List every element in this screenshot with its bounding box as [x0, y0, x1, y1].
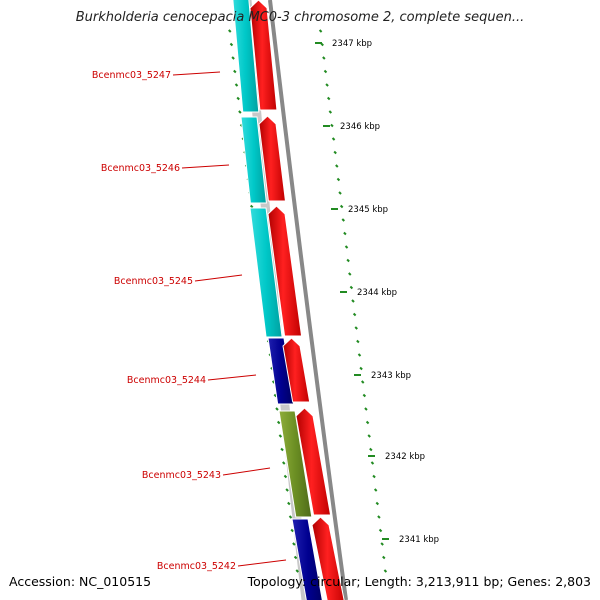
- tick-mark: [364, 407, 368, 411]
- tick-mark: [236, 96, 240, 101]
- tick-mark: [362, 393, 367, 398]
- accession-text: Accession: NC_010515: [9, 574, 152, 589]
- tick-mark: [231, 56, 235, 60]
- tick-mark: [375, 501, 380, 506]
- forward-cds-feature: [258, 115, 287, 202]
- tick-mark: [234, 83, 239, 87]
- tick-mark: [318, 29, 323, 33]
- kbp-label: 2347 kbp: [332, 39, 372, 49]
- gene-label-leader: [222, 467, 271, 476]
- tick-mark: [343, 231, 347, 236]
- tick-mark: [373, 488, 378, 492]
- kbp-label: 2344 kbp: [357, 288, 397, 298]
- tick-mark: [359, 366, 363, 371]
- tick-mark: [383, 569, 388, 573]
- tick-mark: [377, 515, 381, 519]
- tick-mark: [249, 204, 254, 209]
- tick-mark: [273, 393, 278, 398]
- tick-mark: [276, 420, 281, 425]
- tick-mark: [352, 312, 357, 317]
- tick-mark: [335, 164, 339, 168]
- gene-label-leader: [237, 559, 287, 567]
- tick-mark: [369, 447, 373, 452]
- map-title: Burkholderia cenocepacia MC0-3 chromosom…: [75, 10, 525, 25]
- forward-cds-feature: [282, 337, 311, 403]
- reverse-cds-feature: [291, 518, 323, 600]
- gene-label: Bcenmc03_5245: [114, 276, 193, 287]
- tick-mark: [229, 42, 234, 47]
- gene-label-leader: [194, 274, 243, 282]
- tick-mark: [365, 420, 370, 425]
- tick-mark: [351, 299, 355, 303]
- tick-mark: [378, 528, 383, 533]
- gene-label: Bcenmc03_5242: [157, 561, 236, 572]
- tick-mark: [293, 555, 298, 560]
- tick-mark: [349, 285, 354, 290]
- backbone-outer: [268, 0, 348, 600]
- tick-mark: [341, 218, 345, 222]
- tick-mark: [357, 353, 362, 357]
- tick-mark: [333, 150, 337, 155]
- tick-mark: [331, 137, 336, 141]
- tick-mark: [336, 177, 341, 182]
- tick-mark: [295, 569, 299, 573]
- forward-cds-feature: [311, 516, 345, 600]
- tick-mark: [348, 272, 352, 276]
- tick-mark: [346, 258, 350, 263]
- tick-mark: [356, 339, 360, 344]
- tick-mark: [370, 461, 375, 465]
- tick-mark: [285, 488, 289, 492]
- tick-mark: [323, 69, 328, 74]
- gene-label-leader: [207, 374, 257, 381]
- forward-cds-feature: [295, 407, 332, 516]
- tick-mark: [283, 474, 288, 479]
- tick-mark: [325, 83, 329, 87]
- gene-label: Bcenmc03_5244: [127, 375, 206, 386]
- tick-mark: [282, 461, 286, 465]
- tick-mark: [238, 110, 242, 114]
- tick-mark: [380, 542, 384, 546]
- gene-label: Bcenmc03_5243: [142, 470, 221, 481]
- topology-text: Topology: circular; Length: 3,213,911 bp…: [247, 574, 591, 589]
- tick-mark: [367, 434, 371, 438]
- gene-label-leader: [172, 71, 221, 76]
- tick-mark: [354, 326, 358, 330]
- tick-mark: [290, 528, 294, 533]
- kbp-label: 2343 kbp: [371, 371, 411, 381]
- gene-label: Bcenmc03_5247: [92, 70, 171, 81]
- forward-cds-feature: [249, 0, 278, 111]
- reverse-cds-feature: [240, 116, 267, 204]
- tick-mark: [288, 515, 293, 519]
- kbp-label: 2341 kbp: [399, 535, 439, 545]
- tick-mark: [228, 29, 232, 33]
- reverse-cds-feature: [249, 207, 283, 338]
- kbp-label: 2346 kbp: [340, 122, 380, 132]
- kbp-label: 2345 kbp: [348, 205, 388, 215]
- tick-mark: [382, 555, 386, 560]
- tick-mark: [338, 191, 342, 195]
- gene-label-leader: [181, 164, 230, 169]
- tick-mark: [278, 434, 283, 438]
- tick-mark: [339, 204, 344, 209]
- tick-mark: [361, 380, 365, 384]
- tick-mark: [280, 447, 284, 452]
- tick-mark: [287, 501, 291, 506]
- tick-mark: [233, 69, 237, 74]
- gene-label: Bcenmc03_5246: [101, 163, 180, 174]
- reverse-cds-feature: [267, 337, 295, 405]
- tick-mark: [344, 245, 349, 249]
- tick-mark: [330, 123, 334, 128]
- tick-mark: [326, 96, 331, 101]
- tick-mark: [328, 110, 333, 114]
- tick-mark: [275, 407, 279, 411]
- tick-mark: [372, 474, 376, 479]
- tick-mark: [322, 56, 326, 60]
- kbp-label: 2342 kbp: [385, 452, 425, 462]
- reverse-cds-feature: [232, 0, 260, 113]
- tick-mark: [292, 542, 296, 546]
- reverse-cds-feature: [278, 410, 313, 518]
- forward-cds-feature: [267, 205, 303, 337]
